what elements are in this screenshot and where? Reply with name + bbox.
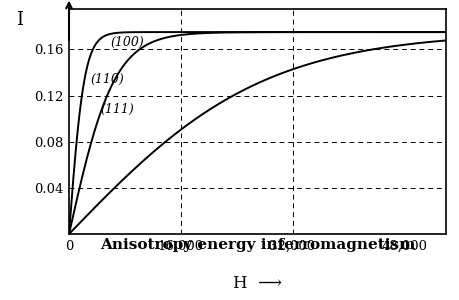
Text: (110): (110) xyxy=(90,73,123,86)
Text: H  ⟶: H ⟶ xyxy=(233,275,281,292)
Text: (100): (100) xyxy=(111,36,144,49)
Text: I: I xyxy=(17,11,23,29)
Text: (111): (111) xyxy=(100,103,134,116)
Text: Anisotropy energy inferromagnetism: Anisotropy energy inferromagnetism xyxy=(100,238,414,252)
